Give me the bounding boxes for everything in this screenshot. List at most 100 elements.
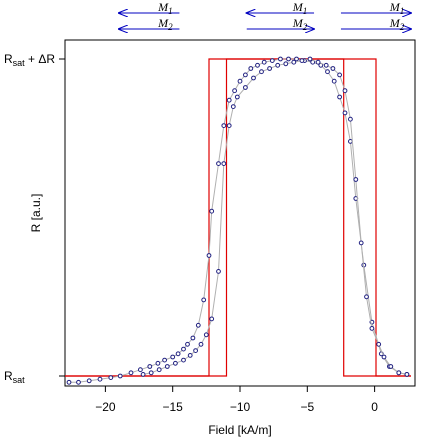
data-point [187,353,193,358]
data-point [164,364,170,369]
data-point [181,357,186,363]
data-point [230,104,236,109]
data-point [243,85,248,90]
arrow-2-top-label: M1 [389,0,405,16]
data-point [128,370,134,376]
data-point [331,78,337,84]
x-tick-label: −20 [95,400,116,414]
y-tick-label-bottom: Rsat [4,369,25,385]
data-point [353,177,359,182]
data-point [323,62,329,68]
data-point [243,72,248,78]
data-point [193,348,199,354]
data-point [181,346,186,352]
data-point [162,357,168,363]
data-point [348,116,353,122]
data-point [97,376,103,382]
data-point [342,88,348,94]
x-axis: −20 −15 −10 −5 0 [95,386,378,414]
x-tick-label: −5 [300,400,314,414]
data-point [198,341,204,347]
data-point [221,123,227,128]
data-point [286,56,291,62]
x-tick-label: 0 [371,400,378,414]
series-3-line [143,58,407,375]
data-point [269,58,275,63]
data-point [117,373,123,379]
data-point [209,208,215,214]
x-tick-label: −15 [163,400,184,414]
data-point [195,322,201,328]
data-point [248,66,254,71]
data-point [138,367,143,373]
data-point [173,360,178,366]
data-point [404,372,410,377]
data-point [185,341,190,347]
data-point [251,75,256,81]
arrow-0-top-label: M1 [157,0,173,16]
data-point [76,379,81,385]
data-point [156,367,162,373]
data-point [348,139,353,144]
data-point [307,56,313,62]
data-point [221,161,227,167]
data-point [155,360,161,366]
data-point [388,364,394,369]
plot-frame [64,39,416,387]
data-point [283,61,289,67]
data-point [261,59,267,65]
data-point [209,316,215,322]
data-point [226,123,232,128]
data-point [267,66,273,71]
data-point [216,269,221,274]
data-point [358,240,364,246]
data-point [315,59,321,65]
data-point [201,297,207,303]
data-point [140,372,146,377]
data-point [337,94,343,100]
data-point [342,110,348,116]
arrow-1-bottom-label: M2 [292,16,308,32]
data-point [108,375,114,381]
data-point [175,351,181,357]
series-layer [65,56,411,385]
x-axis-title: Field [kA/m] [208,423,271,437]
data-point [232,88,238,94]
y-axis-title: R [a.u.] [29,194,43,233]
data-point [255,62,260,68]
y-axis: Rsat + ΔR Rsat [4,52,65,385]
data-point [259,69,264,75]
data-point [86,378,92,384]
data-point [337,72,343,78]
data-point [396,370,402,376]
x-tick-label: −10 [230,400,251,414]
data-point [148,370,154,376]
data-point [299,58,305,63]
data-point [278,56,283,62]
data-point [66,379,72,385]
data-point [206,253,212,258]
y-tick-label-top: Rsat + ΔR [4,52,55,68]
data-point [237,78,243,84]
data-point [170,354,176,360]
data-point [234,94,240,100]
arrow-1-top-label: M1 [292,0,308,16]
arrow-2-bottom-label: M2 [389,16,405,32]
data-point [376,341,382,347]
arrow-0-bottom-label: M2 [157,16,173,32]
data-point [291,59,297,65]
series-2-line [69,58,407,383]
data-point [364,294,369,300]
data-point [226,97,232,103]
data-point [216,161,221,167]
data-point [325,69,330,75]
data-point [369,326,375,331]
data-point [381,354,387,360]
data-point [190,335,196,341]
data-point [330,66,336,71]
data-point [147,364,153,369]
data-point [294,56,299,62]
data-point [275,62,281,68]
